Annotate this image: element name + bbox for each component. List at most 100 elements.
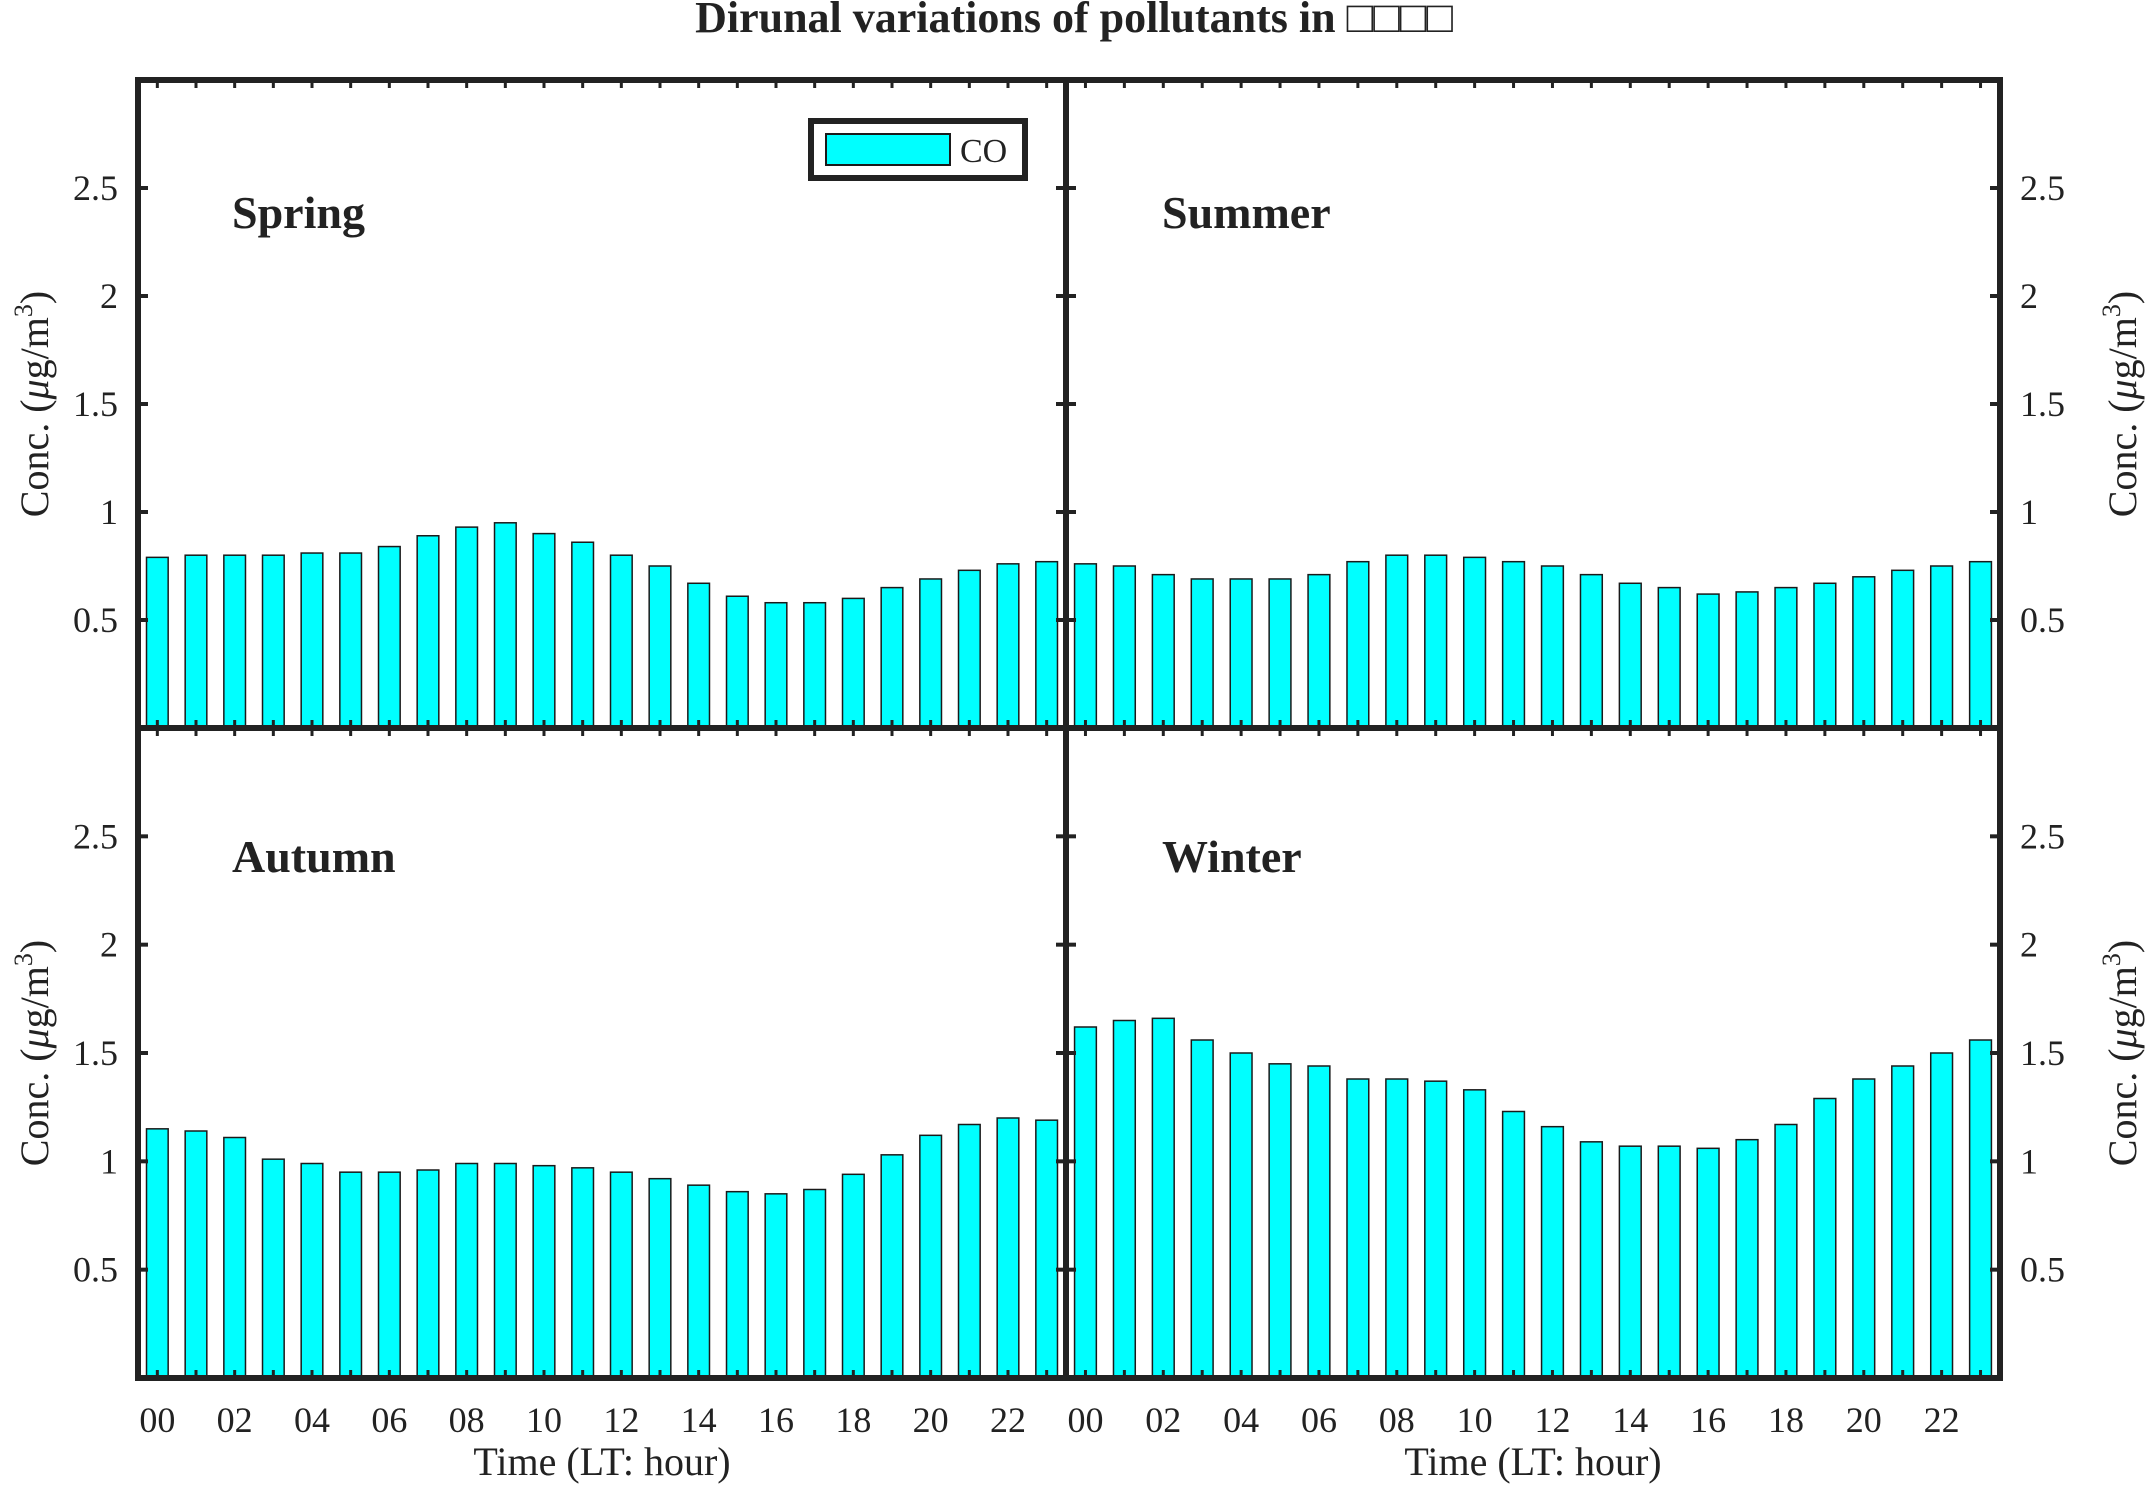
y-axis-label-sup: 3 — [9, 953, 38, 966]
bar-autumn-10 — [532, 1164, 556, 1379]
y-tick-label: 2.5 — [73, 168, 118, 208]
bar-spring-23 — [1035, 560, 1059, 729]
y-tick-label: 1.5 — [73, 1033, 118, 1073]
y-tick-label: 1.5 — [2020, 1033, 2065, 1073]
bar-summer-08 — [1385, 554, 1409, 729]
y-tick-label: 2 — [2020, 925, 2038, 965]
bar-summer-17 — [1735, 591, 1759, 729]
y-axis-label-mu: μ — [2100, 379, 2145, 400]
bar-summer-12 — [1540, 565, 1565, 729]
x-tick-label: 06 — [371, 1400, 407, 1440]
bar-spring-09 — [493, 522, 517, 729]
y-tick-label: 2 — [2020, 276, 2038, 316]
y-axis-label-sup: 3 — [2097, 953, 2126, 966]
bar-winter-17 — [1735, 1138, 1759, 1379]
bar-winter-06 — [1307, 1065, 1331, 1379]
legend-label: CO — [960, 133, 1007, 170]
y-tick-label: 0.5 — [73, 1250, 118, 1290]
y-axis-label-close: ) — [12, 940, 57, 953]
bar-spring-20 — [919, 578, 943, 729]
bar-winter-15 — [1657, 1145, 1681, 1379]
y-axis-label: Conc. (μg/m3) — [2097, 291, 2145, 517]
legend-swatch — [825, 133, 951, 166]
bar-summer-11 — [1501, 560, 1526, 729]
x-tick-label: 16 — [758, 1400, 794, 1440]
bar-spring-00 — [145, 556, 169, 729]
bar-autumn-15 — [725, 1190, 749, 1379]
bar-summer-20 — [1852, 576, 1876, 729]
bar-summer-16 — [1696, 593, 1720, 729]
y-tick-label: 2.5 — [73, 816, 118, 856]
bar-summer-19 — [1813, 582, 1837, 729]
x-axis-label: Time (LT: hour) — [473, 1439, 730, 1484]
season-label: Winter — [1162, 831, 1302, 882]
bar-winter-08 — [1385, 1078, 1409, 1379]
y-tick-label: 1 — [2020, 1141, 2038, 1181]
x-tick-label: 04 — [1223, 1400, 1259, 1440]
bar-spring-07 — [416, 535, 440, 729]
x-tick-label: 20 — [1846, 1400, 1882, 1440]
bar-autumn-07 — [416, 1169, 440, 1379]
bar-winter-21 — [1891, 1065, 1915, 1379]
y-tick-label: 0.5 — [2020, 600, 2065, 640]
bar-winter-03 — [1190, 1039, 1214, 1379]
bar-autumn-04 — [300, 1162, 324, 1379]
bar-winter-04 — [1229, 1052, 1253, 1379]
y-axis-label-main: Conc. ( — [2100, 399, 2145, 517]
bar-autumn-20 — [919, 1134, 943, 1379]
bar-summer-13 — [1579, 573, 1604, 729]
panel-frame — [1063, 725, 2003, 1381]
x-tick-label: 18 — [1768, 1400, 1804, 1440]
bar-autumn-14 — [687, 1184, 711, 1379]
y-tick-label: 1.5 — [2020, 384, 2065, 424]
y-axis-label-mu: μ — [2100, 1028, 2145, 1049]
x-tick-label: 22 — [990, 1400, 1026, 1440]
bar-summer-22 — [1929, 565, 1954, 729]
bar-autumn-11 — [571, 1167, 595, 1379]
bar-autumn-16 — [764, 1193, 788, 1379]
bar-autumn-17 — [803, 1188, 827, 1379]
bar-summer-09 — [1424, 554, 1448, 729]
x-tick-label: 16 — [1690, 1400, 1726, 1440]
bar-autumn-22 — [996, 1117, 1020, 1379]
bar-winter-23 — [1968, 1039, 1993, 1379]
y-tick-label: 2.5 — [2020, 168, 2065, 208]
x-tick-label: 20 — [913, 1400, 949, 1440]
bar-summer-23 — [1968, 560, 1993, 729]
y-axis-label-main: Conc. ( — [12, 1048, 57, 1166]
bar-winter-12 — [1540, 1125, 1565, 1379]
x-tick-label: 02 — [1145, 1400, 1181, 1440]
bar-spring-22 — [996, 563, 1020, 729]
y-axis-label-main: Conc. ( — [2100, 1048, 2145, 1166]
x-tick-label: 12 — [1534, 1400, 1570, 1440]
y-axis-label-unit: g/m — [2100, 966, 2145, 1028]
x-tick-label: 00 — [1067, 1400, 1103, 1440]
bar-winter-20 — [1852, 1078, 1876, 1379]
bar-summer-02 — [1151, 573, 1175, 729]
legend: CO — [808, 118, 1028, 181]
bar-winter-18 — [1774, 1123, 1798, 1379]
x-tick-label: 06 — [1301, 1400, 1337, 1440]
bar-winter-09 — [1424, 1080, 1448, 1379]
x-tick-label: 12 — [603, 1400, 639, 1440]
y-axis-label-sup: 3 — [2097, 304, 2126, 317]
season-label: Summer — [1162, 187, 1331, 238]
season-label: Spring — [232, 187, 365, 238]
panel-autumn: Autumn 0.5 1 1.5 2 2.5 Conc. (μg/m3) 00 02 04 06 08… — [9, 725, 1069, 1484]
y-tick-label: 1 — [100, 492, 118, 532]
x-tick-label: 10 — [1457, 1400, 1493, 1440]
chart-title: Dirunal variations of pollutants in □□□□ — [695, 0, 1453, 42]
y-tick-label: 1.5 — [73, 384, 118, 424]
bar-spring-03 — [261, 554, 285, 729]
bar-autumn-21 — [957, 1123, 981, 1379]
bar-spring-12 — [609, 554, 633, 729]
bar-autumn-23 — [1035, 1119, 1059, 1379]
bar-winter-13 — [1579, 1141, 1604, 1379]
x-tick-label: 02 — [217, 1400, 253, 1440]
panel-summer: Summer 0.5 1 1.5 2 2.5 Conc. (μg/m3) — [1063, 77, 2145, 731]
bar-summer-07 — [1346, 560, 1370, 729]
bar-winter-22 — [1929, 1052, 1954, 1379]
bar-spring-06 — [377, 545, 401, 729]
bar-summer-21 — [1891, 569, 1915, 729]
bar-summer-05 — [1268, 578, 1292, 729]
